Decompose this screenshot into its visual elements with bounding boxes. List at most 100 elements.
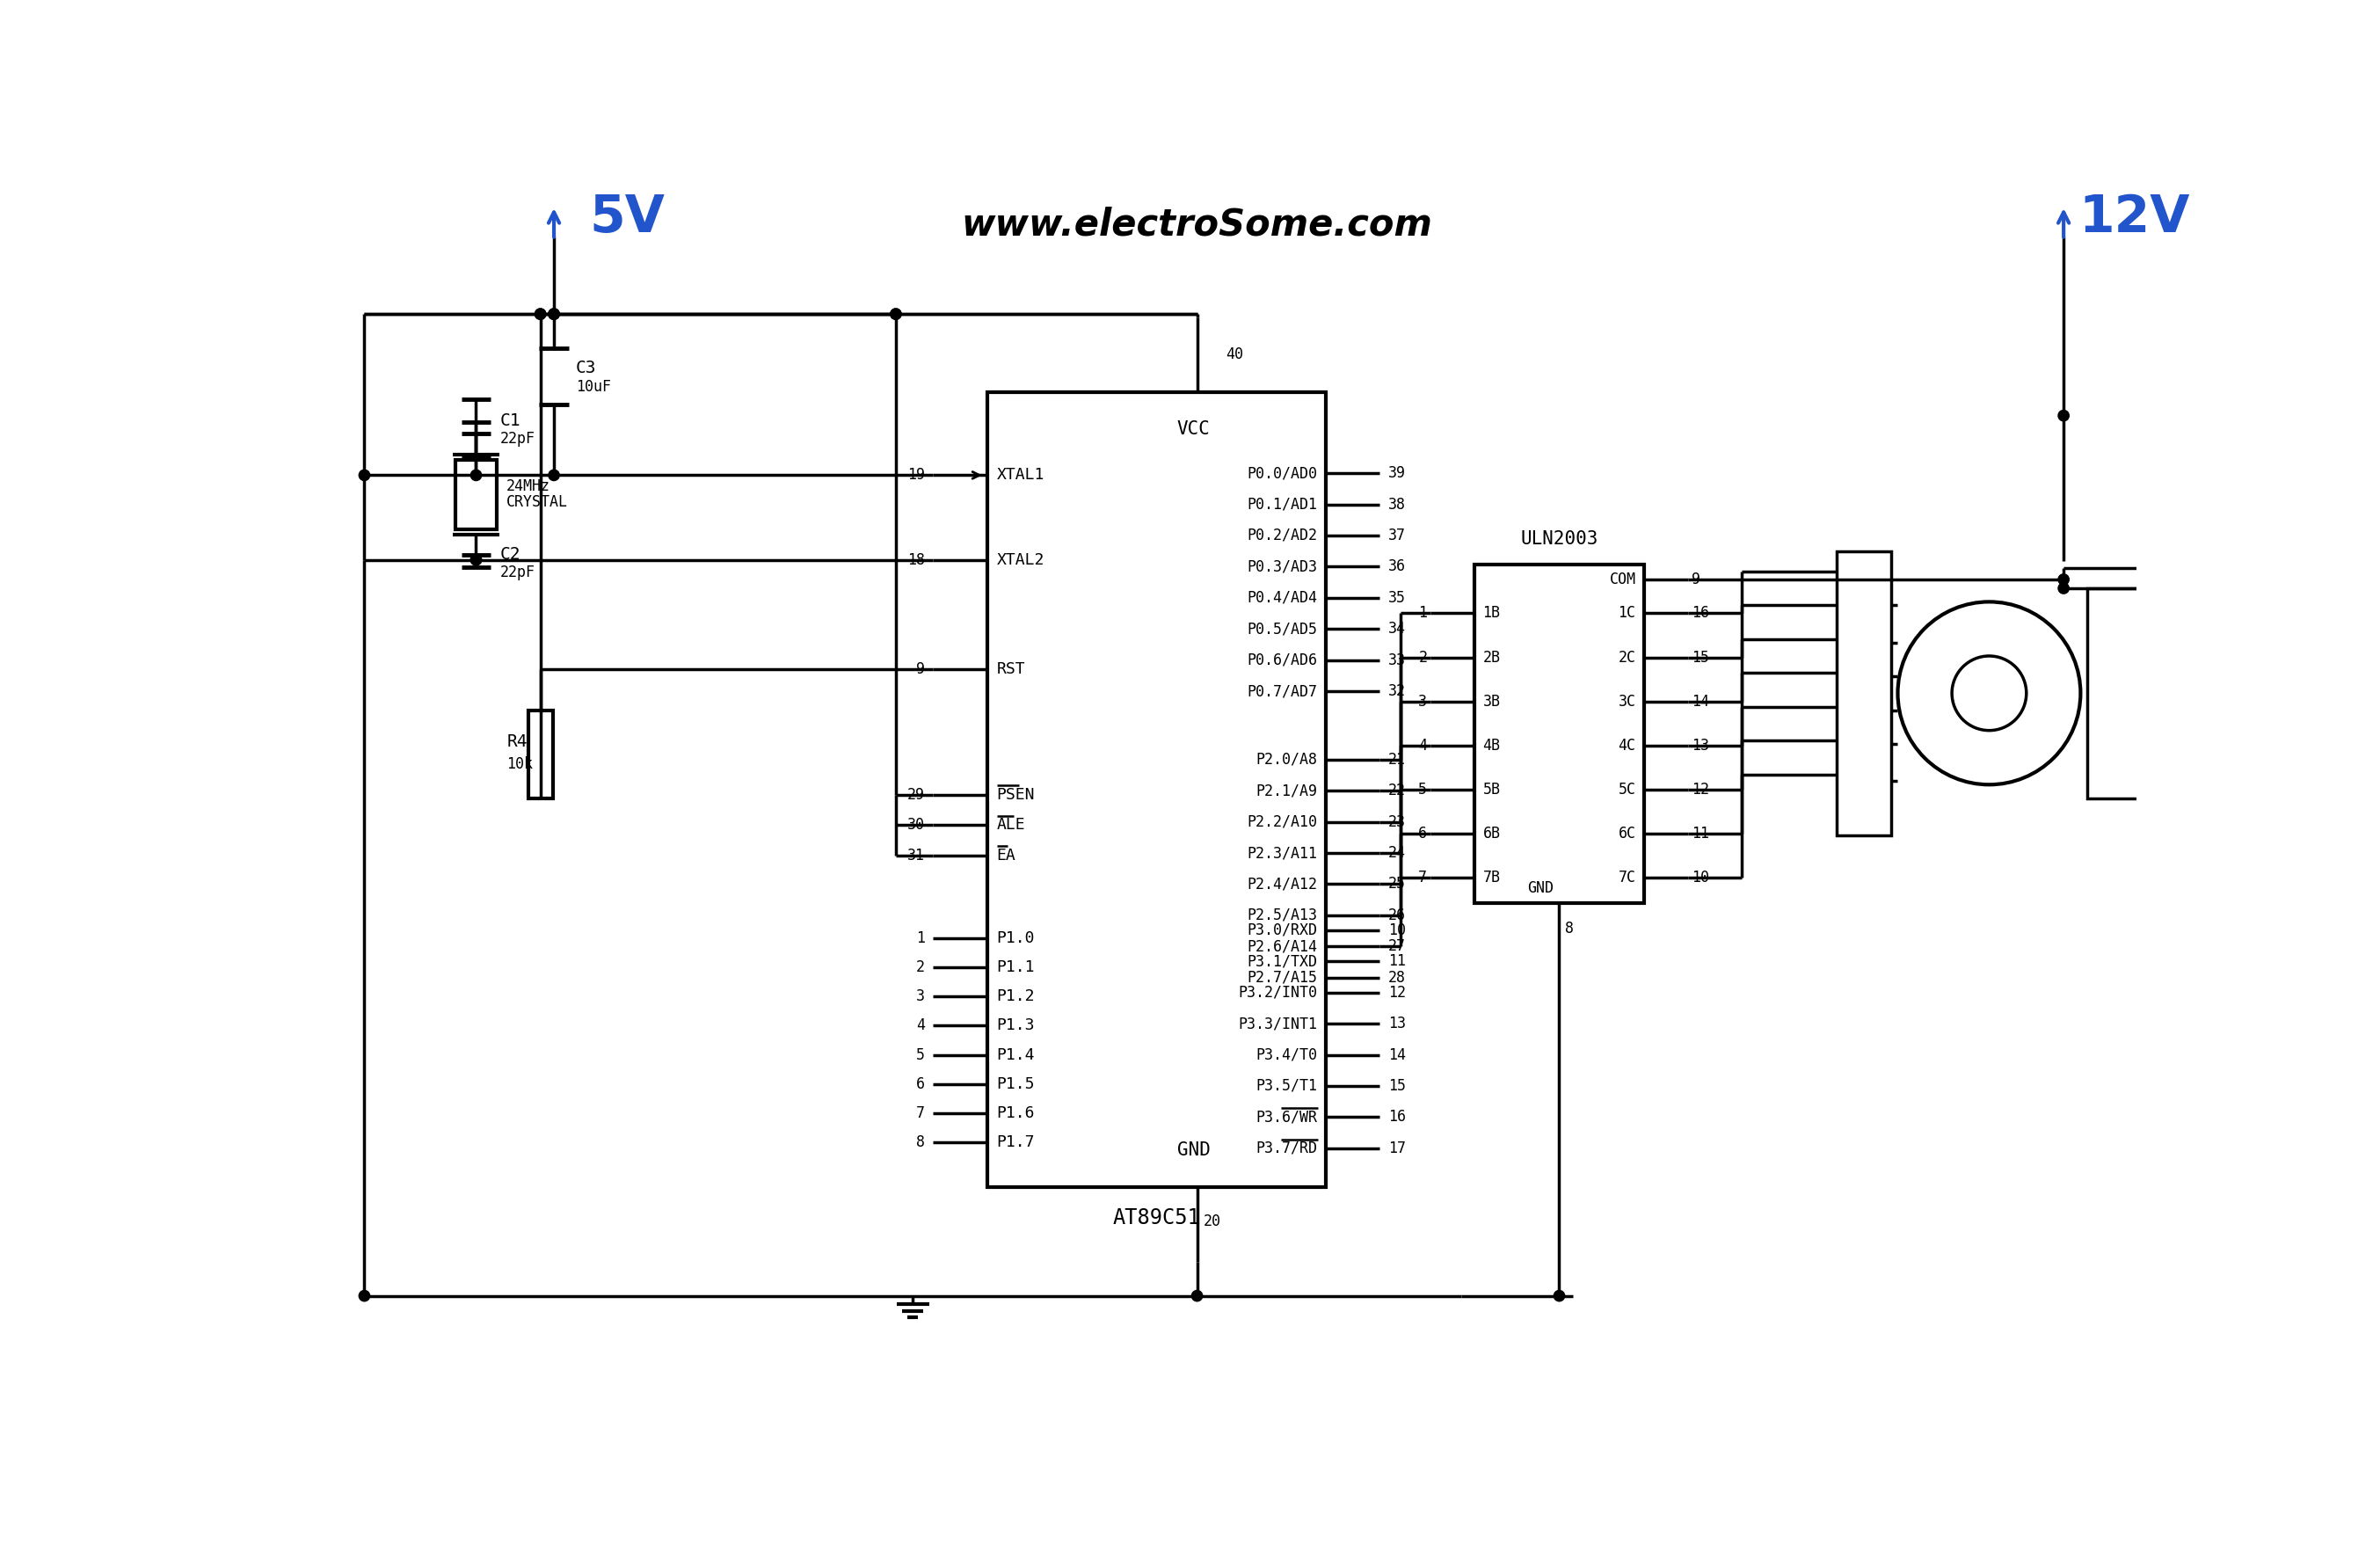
Circle shape: [547, 309, 559, 320]
Text: P0.6/AD6: P0.6/AD6: [1247, 652, 1319, 667]
Text: 9: 9: [916, 661, 926, 677]
Text: 6B: 6B: [1483, 825, 1499, 842]
Text: 5: 5: [916, 1048, 926, 1063]
Text: 1: 1: [1418, 606, 1428, 621]
Text: 1: 1: [916, 930, 926, 946]
Text: 16: 16: [1692, 606, 1709, 621]
Text: 24: 24: [1388, 845, 1407, 861]
Text: 8: 8: [1564, 921, 1573, 936]
Text: P1.5: P1.5: [997, 1075, 1035, 1092]
Text: GND: GND: [1528, 881, 1554, 896]
Text: 33: 33: [1388, 652, 1407, 667]
Text: 13: 13: [1692, 737, 1709, 754]
Text: 14: 14: [1692, 694, 1709, 709]
Text: ULN2003: ULN2003: [1521, 530, 1597, 547]
Text: 20: 20: [1204, 1213, 1221, 1230]
Text: 14: 14: [1388, 1048, 1407, 1063]
Text: 2: 2: [916, 959, 926, 975]
Text: 9: 9: [1692, 572, 1699, 587]
Text: 25: 25: [1388, 876, 1407, 891]
Text: 22pF: 22pF: [500, 431, 536, 447]
Text: P3.2/INT0: P3.2/INT0: [1238, 984, 1319, 1001]
Text: 8: 8: [916, 1134, 926, 1149]
Text: 1C: 1C: [1618, 606, 1635, 621]
Text: 39: 39: [1388, 465, 1407, 480]
Circle shape: [1952, 657, 2025, 731]
Text: 13: 13: [1388, 1015, 1407, 1032]
Circle shape: [359, 470, 369, 480]
Circle shape: [2059, 575, 2068, 586]
Circle shape: [890, 309, 902, 320]
Text: 4: 4: [916, 1018, 926, 1034]
Circle shape: [547, 309, 559, 320]
Text: 21: 21: [1388, 752, 1407, 768]
Circle shape: [2059, 409, 2068, 422]
Text: 5C: 5C: [1618, 782, 1635, 797]
Text: 5V: 5V: [590, 193, 664, 243]
Circle shape: [536, 309, 545, 320]
Bar: [528, 711, 552, 799]
Text: P2.7/A15: P2.7/A15: [1247, 970, 1319, 986]
Text: COM: COM: [1609, 572, 1635, 587]
Text: 19: 19: [907, 467, 926, 484]
Text: P3.7/RD: P3.7/RD: [1257, 1140, 1319, 1156]
Text: P3.5/T1: P3.5/T1: [1257, 1078, 1319, 1094]
Text: P1.2: P1.2: [997, 989, 1035, 1004]
Circle shape: [471, 470, 481, 480]
Text: 23: 23: [1388, 814, 1407, 830]
Text: RST: RST: [997, 661, 1026, 677]
Text: P2.1/A9: P2.1/A9: [1257, 783, 1319, 799]
Text: R4: R4: [507, 734, 528, 751]
Circle shape: [547, 470, 559, 480]
Text: 5B: 5B: [1483, 782, 1499, 797]
Circle shape: [471, 555, 481, 565]
Text: P1.3: P1.3: [997, 1018, 1035, 1034]
Text: 30: 30: [907, 817, 926, 833]
Text: 3: 3: [1418, 694, 1428, 709]
Text: 26: 26: [1388, 907, 1407, 924]
Circle shape: [1192, 1290, 1202, 1301]
Text: P1.0: P1.0: [997, 930, 1035, 946]
Text: P0.7/AD7: P0.7/AD7: [1247, 683, 1319, 698]
Text: EA: EA: [997, 848, 1016, 864]
Text: 29: 29: [907, 786, 926, 803]
Text: P0.0/AD0: P0.0/AD0: [1247, 465, 1319, 480]
Text: P3.4/T0: P3.4/T0: [1257, 1048, 1319, 1063]
Text: 6: 6: [1418, 825, 1428, 842]
Text: P2.5/A13: P2.5/A13: [1247, 907, 1319, 924]
Text: 27: 27: [1388, 938, 1407, 955]
Circle shape: [547, 309, 559, 320]
Text: 7B: 7B: [1483, 870, 1499, 885]
Text: 7: 7: [916, 1105, 926, 1122]
Text: 4B: 4B: [1483, 737, 1499, 754]
Circle shape: [1897, 603, 2080, 785]
Text: www.electroSome.com: www.electroSome.com: [962, 205, 1433, 243]
Text: 10: 10: [1388, 922, 1407, 938]
Text: 2B: 2B: [1483, 649, 1499, 666]
Circle shape: [2059, 582, 2068, 593]
Text: P1.6: P1.6: [997, 1105, 1035, 1122]
Circle shape: [890, 309, 902, 320]
Text: 3B: 3B: [1483, 694, 1499, 709]
Text: P1.7: P1.7: [997, 1134, 1035, 1149]
Text: P3.0/RXD: P3.0/RXD: [1247, 922, 1319, 938]
Text: 1B: 1B: [1483, 606, 1499, 621]
Circle shape: [359, 1290, 369, 1301]
Text: P0.5/AD5: P0.5/AD5: [1247, 621, 1319, 637]
Text: 17: 17: [1388, 1140, 1407, 1156]
Text: 11: 11: [1388, 953, 1407, 969]
Text: C3: C3: [576, 360, 597, 377]
Text: 4C: 4C: [1618, 737, 1635, 754]
Text: 24MHz: 24MHz: [507, 477, 550, 494]
Text: P2.2/A10: P2.2/A10: [1247, 814, 1319, 830]
Circle shape: [1554, 1290, 1564, 1301]
Text: 31: 31: [907, 848, 926, 864]
Text: 6C: 6C: [1618, 825, 1635, 842]
Text: C2: C2: [500, 545, 521, 562]
Text: 12V: 12V: [2078, 193, 2190, 243]
Text: 2: 2: [1418, 649, 1428, 666]
Text: P0.1/AD1: P0.1/AD1: [1247, 496, 1319, 513]
Text: 7C: 7C: [1618, 870, 1635, 885]
Text: 35: 35: [1388, 590, 1407, 606]
Text: P2.4/A12: P2.4/A12: [1247, 876, 1319, 891]
